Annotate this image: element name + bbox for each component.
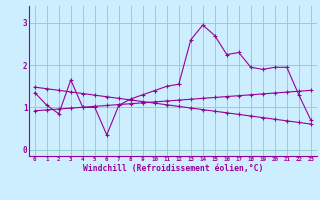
X-axis label: Windchill (Refroidissement éolien,°C): Windchill (Refroidissement éolien,°C) — [83, 164, 263, 173]
